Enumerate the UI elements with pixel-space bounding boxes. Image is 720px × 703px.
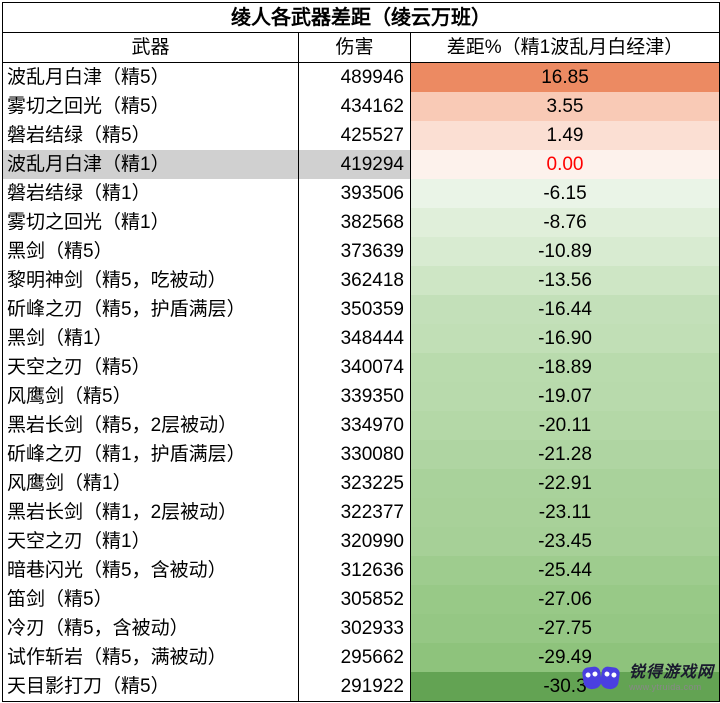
col-header-damage: 伤害 xyxy=(299,33,411,62)
cell-weapon: 风鹰剑（精1） xyxy=(3,469,299,498)
cell-diff: -13.56 xyxy=(411,266,719,295)
cell-diff: -19.07 xyxy=(411,382,719,411)
table-row: 斫峰之刃（精5，护盾满层）350359-16.44 xyxy=(3,295,719,324)
cell-diff: -21.28 xyxy=(411,440,719,469)
cell-diff: -16.90 xyxy=(411,324,719,353)
col-header-diff: 差距%（精1波乱月白经津） xyxy=(411,33,719,62)
cell-damage: 348444 xyxy=(299,324,411,353)
cell-weapon: 斫峰之刃（精1，护盾满层） xyxy=(3,440,299,469)
table-row: 波乱月白津（精5）48994616.85 xyxy=(3,63,719,92)
cell-damage: 382568 xyxy=(299,208,411,237)
cell-diff: 16.85 xyxy=(411,63,719,92)
cell-damage: 312636 xyxy=(299,556,411,585)
cell-damage: 350359 xyxy=(299,295,411,324)
cell-weapon: 磐岩结绿（精1） xyxy=(3,179,299,208)
cell-weapon: 笛剑（精5） xyxy=(3,585,299,614)
cell-weapon: 风鹰剑（精5） xyxy=(3,382,299,411)
cell-damage: 320990 xyxy=(299,527,411,556)
table-row: 雾切之回光（精5）4341623.55 xyxy=(3,92,719,121)
cell-weapon: 黑岩长剑（精5，2层被动） xyxy=(3,411,299,440)
cell-damage: 393506 xyxy=(299,179,411,208)
cell-diff: -22.91 xyxy=(411,469,719,498)
cell-damage: 305852 xyxy=(299,585,411,614)
table-row: 风鹰剑（精5）339350-19.07 xyxy=(3,382,719,411)
cell-damage: 362418 xyxy=(299,266,411,295)
cell-damage: 373639 xyxy=(299,237,411,266)
cell-weapon: 暗巷闪光（精5，含被动） xyxy=(3,556,299,585)
cell-damage: 340074 xyxy=(299,353,411,382)
cell-damage: 489946 xyxy=(299,63,411,92)
cell-damage: 291922 xyxy=(299,672,411,701)
cell-diff: -10.89 xyxy=(411,237,719,266)
table-row: 暗巷闪光（精5，含被动）312636-25.44 xyxy=(3,556,719,585)
cell-damage: 419294 xyxy=(299,150,411,179)
table-row: 笛剑（精5）305852-27.06 xyxy=(3,585,719,614)
table-row: 磐岩结绿（精1）393506-6.15 xyxy=(3,179,719,208)
table-row: 黑剑（精1）348444-16.90 xyxy=(3,324,719,353)
cell-weapon: 天目影打刀（精5） xyxy=(3,672,299,701)
cell-weapon: 波乱月白津（精5） xyxy=(3,63,299,92)
cell-weapon: 黑剑（精1） xyxy=(3,324,299,353)
cell-damage: 302933 xyxy=(299,614,411,643)
cell-diff: 1.49 xyxy=(411,121,719,150)
table-row: 天空之刃（精5）340074-18.89 xyxy=(3,353,719,382)
cell-weapon: 波乱月白津（精1） xyxy=(3,150,299,179)
table-row: 冷刃（精5，含被动）302933-27.75 xyxy=(3,614,719,643)
cell-diff: -8.76 xyxy=(411,208,719,237)
cell-weapon: 雾切之回光（精5） xyxy=(3,92,299,121)
table-row: 天空之刃（精1）320990-23.45 xyxy=(3,527,719,556)
col-header-weapon: 武器 xyxy=(3,33,299,62)
cell-weapon: 雾切之回光（精1） xyxy=(3,208,299,237)
table-body: 波乱月白津（精5）48994616.85雾切之回光（精5）4341623.55磐… xyxy=(3,63,719,701)
cell-weapon: 冷刃（精5，含被动） xyxy=(3,614,299,643)
table-row: 风鹰剑（精1）323225-22.91 xyxy=(3,469,719,498)
cell-diff: -25.44 xyxy=(411,556,719,585)
cell-damage: 295662 xyxy=(299,643,411,672)
cell-weapon: 磐岩结绿（精5） xyxy=(3,121,299,150)
cell-diff: -18.89 xyxy=(411,353,719,382)
cell-weapon: 天空之刃（精5） xyxy=(3,353,299,382)
cell-diff: -20.11 xyxy=(411,411,719,440)
weapon-dps-table: 绫人各武器差距（绫云万班） 武器 伤害 差距%（精1波乱月白经津） 波乱月白津（… xyxy=(2,2,720,702)
cell-damage: 330080 xyxy=(299,440,411,469)
cell-diff: -23.45 xyxy=(411,527,719,556)
gamepad-icon xyxy=(579,661,623,695)
table-header: 武器 伤害 差距%（精1波乱月白经津） xyxy=(3,33,719,63)
table-row: 雾切之回光（精1）382568-8.76 xyxy=(3,208,719,237)
cell-damage: 323225 xyxy=(299,469,411,498)
watermark-en: www.ytruida.com xyxy=(629,683,714,692)
cell-weapon: 试作斩岩（精5，满被动） xyxy=(3,643,299,672)
cell-diff: -23.11 xyxy=(411,498,719,527)
cell-damage: 339350 xyxy=(299,382,411,411)
table-row: 波乱月白津（精1）4192940.00 xyxy=(3,150,719,179)
cell-weapon: 黑岩长剑（精1，2层被动） xyxy=(3,498,299,527)
table-row: 磐岩结绿（精5）4255271.49 xyxy=(3,121,719,150)
cell-diff: -6.15 xyxy=(411,179,719,208)
watermark-cn: 锐得游戏网 xyxy=(629,665,714,681)
table-row: 黎明神剑（精5，吃被动）362418-13.56 xyxy=(3,266,719,295)
site-watermark: 锐得游戏网 www.ytruida.com xyxy=(579,661,714,695)
cell-weapon: 斫峰之刃（精5，护盾满层） xyxy=(3,295,299,324)
cell-weapon: 天空之刃（精1） xyxy=(3,527,299,556)
cell-weapon: 黎明神剑（精5，吃被动） xyxy=(3,266,299,295)
table-row: 黑剑（精5）373639-10.89 xyxy=(3,237,719,266)
cell-diff: 3.55 xyxy=(411,92,719,121)
cell-damage: 334970 xyxy=(299,411,411,440)
cell-weapon: 黑剑（精5） xyxy=(3,237,299,266)
cell-diff: -16.44 xyxy=(411,295,719,324)
table-row: 黑岩长剑（精1，2层被动）322377-23.11 xyxy=(3,498,719,527)
cell-damage: 425527 xyxy=(299,121,411,150)
table-row: 黑岩长剑（精5，2层被动）334970-20.11 xyxy=(3,411,719,440)
cell-diff: 0.00 xyxy=(411,150,719,179)
cell-damage: 322377 xyxy=(299,498,411,527)
cell-diff: -27.06 xyxy=(411,585,719,614)
cell-diff: -27.75 xyxy=(411,614,719,643)
table-row: 斫峰之刃（精1，护盾满层）330080-21.28 xyxy=(3,440,719,469)
cell-damage: 434162 xyxy=(299,92,411,121)
table-title: 绫人各武器差距（绫云万班） xyxy=(3,3,719,33)
